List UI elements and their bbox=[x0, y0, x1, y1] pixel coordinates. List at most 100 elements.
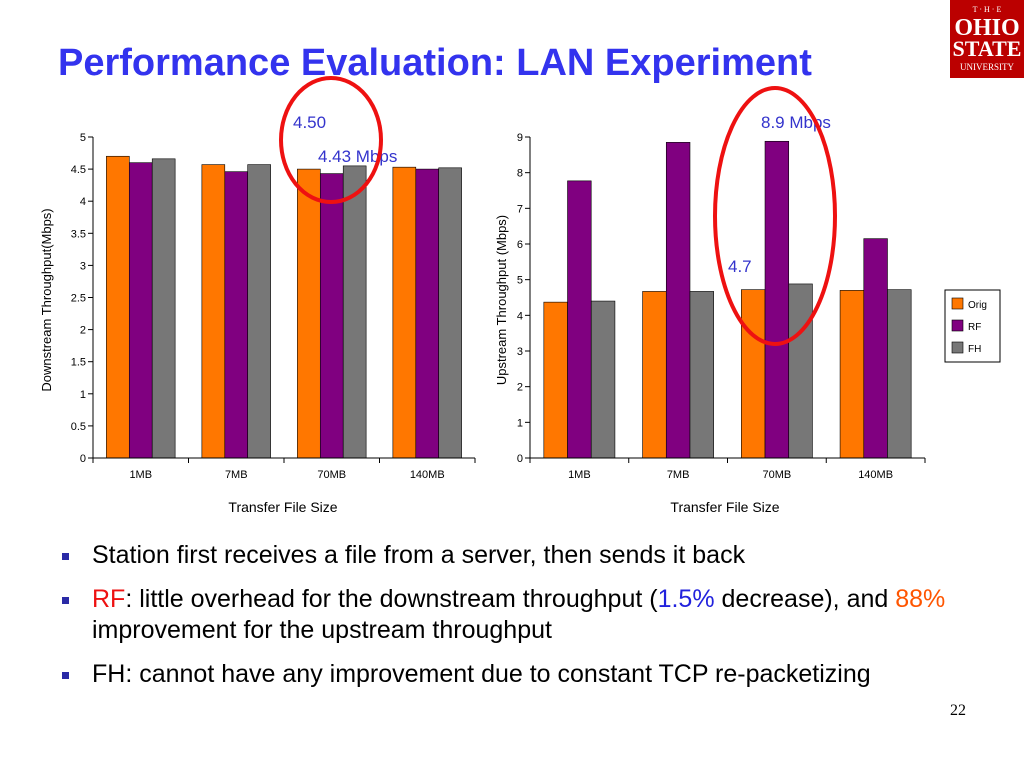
bullet-text-segment: improvement for the upstream throughput bbox=[92, 616, 552, 644]
bullet-text-segment: 1.5% bbox=[657, 585, 715, 613]
logo-line1: OHIO bbox=[954, 15, 1019, 41]
page-number: 22 bbox=[950, 702, 966, 719]
bullet-item: RF: little overhead for the downstream t… bbox=[60, 584, 980, 646]
downstream-x-tick-label: 70MB bbox=[317, 469, 346, 481]
downstream-y-tick-label: 4 bbox=[80, 196, 86, 208]
upstream-x-ticks: 1MB 7MB 70MB 140MB bbox=[529, 458, 926, 481]
ohio-state-logo: T · H · E OHIO STATE UNIVERSITY bbox=[950, 0, 1024, 78]
downstream-x-axis-title: Transfer File Size bbox=[228, 499, 337, 515]
downstream-y-tick-label: 3.5 bbox=[71, 228, 86, 240]
legend-label-fh: FH bbox=[968, 344, 981, 355]
upstream-y-tick-label: 0 bbox=[517, 453, 523, 465]
upstream-y-ticks: 0 1 2 3 4 5 6 7 8 9 bbox=[517, 132, 530, 465]
legend-label-orig: Orig bbox=[968, 300, 987, 311]
bullet-text-segment: decrease), and bbox=[714, 585, 896, 613]
downstream-y-tick-label: 5 bbox=[80, 132, 86, 144]
downstream-bar-rf-7mb bbox=[224, 171, 249, 459]
slide-title: Performance Evaluation: LAN Experiment bbox=[58, 42, 812, 84]
downstream-annotation-orig: 4.50 bbox=[293, 113, 326, 132]
bullet-text-segment: Station first receives a file from a ser… bbox=[92, 541, 746, 569]
upstream-bar-orig-70mb bbox=[741, 289, 766, 459]
legend-swatch-orig bbox=[951, 297, 964, 310]
downstream-bar-rf-1mb bbox=[128, 162, 153, 459]
upstream-bar-rf-140mb bbox=[863, 238, 888, 459]
downstream-x-tick-label: 1MB bbox=[129, 469, 152, 481]
upstream-y-tick-label: 5 bbox=[517, 275, 523, 287]
upstream-bar-orig-7mb bbox=[642, 291, 667, 459]
upstream-y-tick-label: 2 bbox=[517, 382, 523, 394]
downstream-x-ticks: 1MB 7MB 70MB 140MB bbox=[92, 458, 476, 481]
downstream-bar-fh-70mb bbox=[342, 165, 367, 459]
downstream-chart: Downstream Throughput(Mbps) Transfer Fil… bbox=[39, 76, 476, 515]
upstream-x-tick-label: 70MB bbox=[763, 469, 792, 481]
charts-area: Downstream Throughput(Mbps) Transfer Fil… bbox=[39, 76, 1001, 515]
upstream-bars bbox=[543, 140, 912, 459]
downstream-y-tick-label: 1.5 bbox=[71, 357, 86, 369]
downstream-y-tick-label: 2 bbox=[80, 325, 86, 337]
upstream-bar-fh-70mb bbox=[788, 283, 813, 459]
logo-top-text: T · H · E bbox=[973, 5, 1002, 14]
bullet-text-segment: 88% bbox=[895, 585, 946, 613]
downstream-bar-orig-1mb bbox=[106, 155, 130, 459]
logo-line3: UNIVERSITY bbox=[960, 62, 1014, 72]
downstream-bar-orig-70mb bbox=[297, 168, 321, 459]
downstream-bar-orig-7mb bbox=[201, 164, 226, 459]
downstream-annotation-rf: 4.43 Mbps bbox=[318, 147, 397, 166]
downstream-y-tick-label: 4.5 bbox=[71, 164, 86, 176]
downstream-y-axis-title: Downstream Throughput(Mbps) bbox=[39, 208, 54, 391]
upstream-bar-rf-1mb bbox=[567, 180, 592, 459]
bullet-list: Station first receives a file from a ser… bbox=[60, 540, 980, 703]
downstream-bar-fh-7mb bbox=[247, 164, 271, 459]
upstream-y-tick-label: 8 bbox=[517, 168, 523, 180]
downstream-bar-fh-140mb bbox=[438, 167, 462, 459]
upstream-bar-orig-1mb bbox=[543, 301, 568, 459]
upstream-y-tick-label: 6 bbox=[517, 239, 523, 251]
upstream-x-tick-label: 1MB bbox=[568, 469, 591, 481]
upstream-x-tick-label: 140MB bbox=[858, 469, 893, 481]
legend-label-rf: RF bbox=[968, 322, 981, 333]
legend-swatch-rf bbox=[951, 319, 964, 332]
bullet-text-segment: FH: cannot have any improvement due to c… bbox=[92, 660, 871, 688]
downstream-y-ticks: 0 0.5 1 1.5 2 2.5 3 3.5 4 4.5 5 bbox=[71, 132, 93, 465]
downstream-x-tick-label: 7MB bbox=[225, 469, 248, 481]
upstream-bar-fh-7mb bbox=[689, 291, 714, 459]
upstream-x-axis-title: Transfer File Size bbox=[670, 499, 779, 515]
upstream-y-tick-label: 3 bbox=[517, 346, 523, 358]
downstream-y-tick-label: 3 bbox=[80, 260, 86, 272]
upstream-bar-orig-140mb bbox=[839, 290, 865, 459]
logo-background bbox=[950, 0, 1024, 78]
downstream-x-tick-label: 140MB bbox=[410, 469, 445, 481]
upstream-annotation-orig: 4.7 bbox=[728, 257, 752, 276]
legend-swatch-fh bbox=[951, 341, 964, 354]
bullet-item: Station first receives a file from a ser… bbox=[60, 540, 980, 571]
downstream-bar-fh-1mb bbox=[151, 158, 176, 459]
bullet-marker bbox=[62, 553, 69, 560]
downstream-highlight-circle bbox=[279, 76, 383, 204]
bullet-marker bbox=[62, 672, 69, 679]
upstream-x-tick-label: 7MB bbox=[667, 469, 690, 481]
logo-line2: STATE bbox=[953, 36, 1022, 61]
upstream-y-tick-label: 1 bbox=[517, 417, 523, 429]
bullet-item: FH: cannot have any improvement due to c… bbox=[60, 659, 980, 690]
upstream-bar-rf-70mb bbox=[764, 140, 790, 459]
bullet-text-segment: : little overhead for the downstream thr… bbox=[125, 585, 658, 613]
upstream-bar-rf-7mb bbox=[665, 142, 691, 459]
downstream-bars bbox=[106, 155, 462, 459]
upstream-y-tick-label: 9 bbox=[517, 132, 523, 144]
upstream-y-tick-label: 4 bbox=[517, 310, 523, 322]
downstream-y-tick-label: 1 bbox=[80, 389, 86, 401]
downstream-bar-rf-70mb bbox=[319, 173, 344, 459]
downstream-y-tick-label: 0.5 bbox=[71, 421, 86, 433]
upstream-y-tick-label: 7 bbox=[517, 203, 523, 215]
upstream-bar-fh-140mb bbox=[887, 289, 912, 459]
downstream-y-tick-label: 0 bbox=[80, 453, 86, 465]
upstream-chart: Upstream Throughput (Mbps) Transfer File… bbox=[494, 86, 1001, 515]
downstream-y-tick-label: 2.5 bbox=[71, 293, 86, 305]
upstream-legend: Orig RF FH bbox=[944, 289, 1001, 363]
downstream-bar-rf-140mb bbox=[415, 168, 440, 459]
downstream-bar-orig-140mb bbox=[392, 166, 417, 459]
upstream-bar-fh-1mb bbox=[590, 300, 616, 459]
bullet-text-segment: RF bbox=[92, 585, 126, 613]
upstream-highlight-circle bbox=[713, 86, 837, 346]
upstream-y-axis-title: Upstream Throughput (Mbps) bbox=[494, 215, 509, 385]
